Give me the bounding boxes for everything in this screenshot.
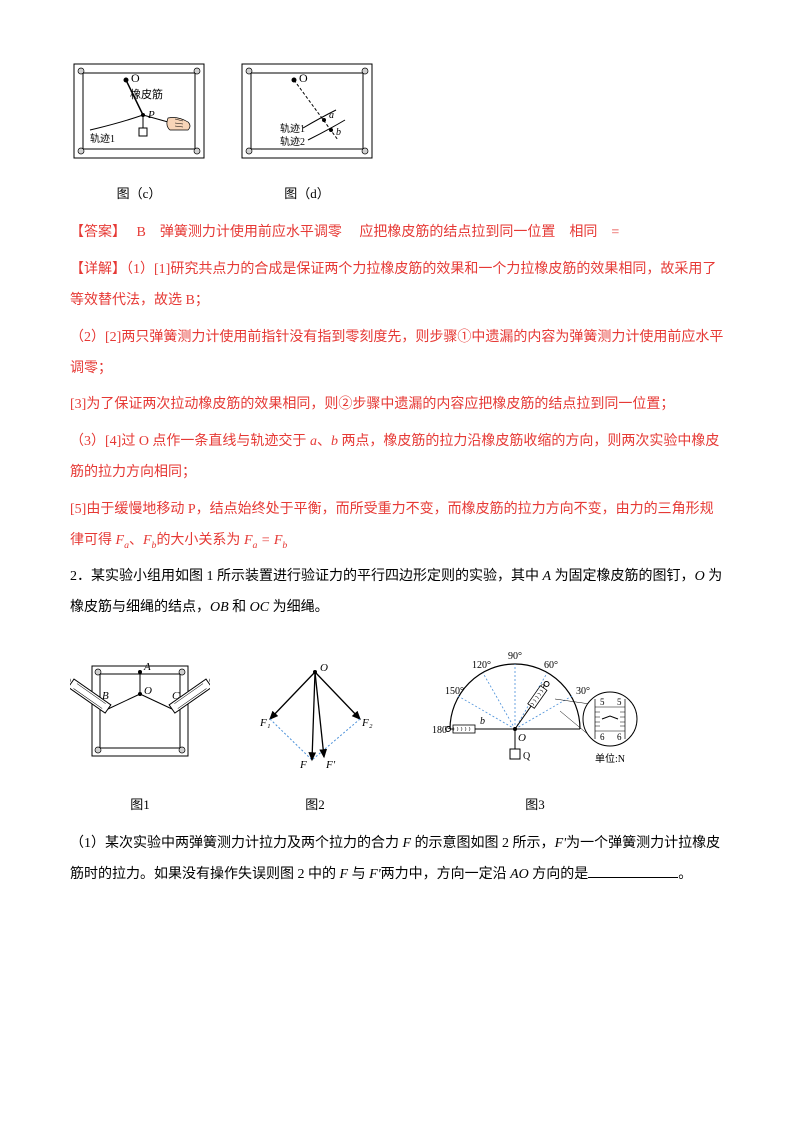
label-O: O xyxy=(299,71,308,85)
figure-c: O 橡皮筋 P 轨迹1 图（c） xyxy=(70,60,208,208)
q2-fig3-caption: 图3 xyxy=(420,791,650,820)
figure-d-svg: O a b 轨迹1 轨迹2 xyxy=(238,60,376,164)
svg-text:F: F xyxy=(299,759,307,771)
svg-text:b: b xyxy=(480,716,485,727)
detail-p4: （3）[4]过 O 点作一条直线与轨迹交于 a、b 两点，橡皮筋的拉力沿橡皮筋收… xyxy=(70,427,724,489)
detail-p5: [5]由于缓慢地移动 P，结点始终处于平衡，而所受重力不变，而橡皮筋的拉力方向不… xyxy=(70,495,724,557)
svg-text:150°: 150° xyxy=(445,686,464,697)
label-track1: 轨迹1 xyxy=(90,132,115,145)
svg-text:5: 5 xyxy=(600,697,605,707)
answer-line: 【答案】 B 弹簧测力计使用前应水平调零 应把橡皮筋的结点拉到同一位置 相同 = xyxy=(70,218,724,249)
figure-c-svg: O 橡皮筋 P 轨迹1 xyxy=(70,60,208,164)
figure-d: O a b 轨迹1 轨迹2 图（d） xyxy=(238,60,376,208)
svg-text:O: O xyxy=(518,732,526,744)
detail-p2: （2）[2]两只弹簧测力计使用前指针没有指到零刻度先，则步骤①中遗漏的内容为弹簧… xyxy=(70,323,724,385)
q2-fig1-svg: A O B C xyxy=(70,654,210,774)
svg-text:6: 6 xyxy=(617,732,622,742)
q2-text: 2．某实验小组用如图 1 所示装置进行验证力的平行四边形定则的实验，其中 A 为… xyxy=(70,562,724,624)
blank-answer xyxy=(588,863,678,878)
svg-text:Q: Q xyxy=(523,751,531,762)
figure-c-caption: 图（c） xyxy=(70,180,208,209)
answer-part-4: = xyxy=(611,225,619,240)
label-track2: 轨迹2 xyxy=(280,135,305,148)
label-O: O xyxy=(131,71,140,85)
svg-text:120°: 120° xyxy=(472,660,491,671)
q2-fig1: A O B C 图1 xyxy=(70,654,210,819)
answer-part-2: 应把橡皮筋的结点拉到同一位置 xyxy=(359,225,555,240)
q2-fig2-caption: 图2 xyxy=(250,791,380,820)
q2-fig3-svg: 180° 150° 120° 90° 60° 30° O b a xyxy=(420,644,650,774)
label-b: b xyxy=(336,127,341,138)
svg-text:60°: 60° xyxy=(544,660,558,671)
svg-text:O: O xyxy=(144,685,152,697)
q2-fig3: 180° 150° 120° 90° 60° 30° O b a xyxy=(420,644,650,819)
label-a: a xyxy=(329,110,334,121)
q2-fig1-caption: 图1 xyxy=(70,791,210,820)
svg-text:30°: 30° xyxy=(576,686,590,697)
svg-text:F': F' xyxy=(325,759,336,771)
svg-text:O: O xyxy=(320,662,328,674)
svg-text:5: 5 xyxy=(617,697,622,707)
svg-text:A: A xyxy=(143,661,151,673)
svg-text:F₁: F₁ xyxy=(259,717,271,729)
label-rubber: 橡皮筋 xyxy=(130,87,163,101)
q2-sub1: （1）某次实验中两弹簧测力计拉力及两个拉力的合力 F 的示意图如图 2 所示，F… xyxy=(70,829,724,891)
answer-part-1: 弹簧测力计使用前应水平调零 xyxy=(160,225,342,240)
detail-prefix: 【详解】 xyxy=(70,262,126,277)
answer-prefix: 【答案】 xyxy=(70,225,126,240)
answer-part-3: 相同 xyxy=(569,225,597,240)
q2-figures-row: A O B C 图1 xyxy=(70,644,724,819)
answer-part-0: B xyxy=(137,225,146,240)
figures-cd-row: O 橡皮筋 P 轨迹1 图（c） xyxy=(70,60,724,208)
svg-text:单位:N: 单位:N xyxy=(595,752,625,765)
label-P: P xyxy=(147,109,155,121)
label-track1: 轨迹1 xyxy=(280,122,305,135)
svg-text:F₂: F₂ xyxy=(361,717,373,729)
detail-p1: 【详解】（1）[1]研究共点力的合成是保证两个力拉橡皮筋的效果和一个力拉橡皮筋的… xyxy=(70,255,724,317)
svg-text:6: 6 xyxy=(600,732,605,742)
figure-d-caption: 图（d） xyxy=(238,180,376,209)
detail-p3: [3]为了保证两次拉动橡皮筋的效果相同，则②步骤中遗漏的内容应把橡皮筋的结点拉到… xyxy=(70,390,724,421)
q2-fig2-svg: O F₁ F₂ F F' xyxy=(250,654,380,774)
q2-fig2: O F₁ F₂ F F' 图2 xyxy=(250,654,380,819)
svg-text:90°: 90° xyxy=(508,651,522,662)
